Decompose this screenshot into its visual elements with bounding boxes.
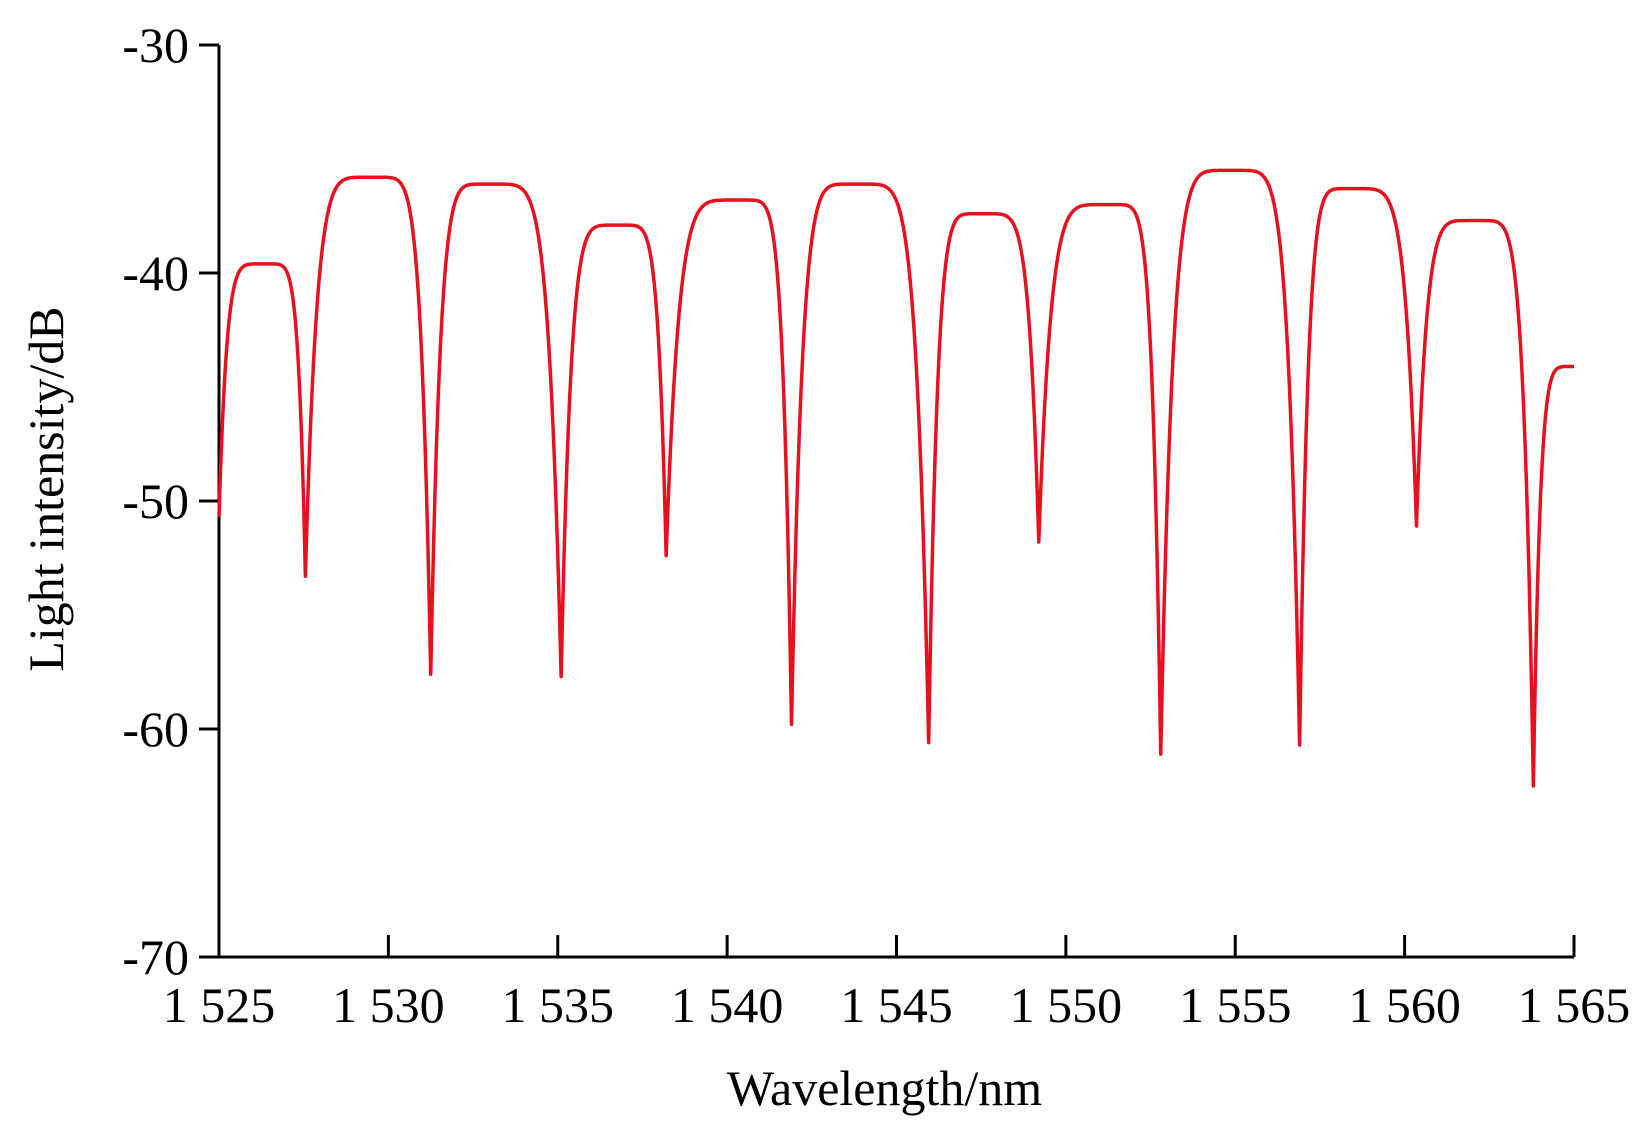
- x-tick-label: 1 530: [332, 977, 445, 1033]
- y-axis-ticks: -70 -60 -50 -40 -30: [122, 17, 219, 985]
- y-tick-label: -40: [122, 245, 189, 301]
- y-tick-label: -50: [122, 473, 189, 529]
- x-tick-label: 1 540: [671, 977, 784, 1033]
- x-tick-label: 1 555: [1179, 977, 1292, 1033]
- y-axis-title: Light intensity/dB: [18, 306, 74, 671]
- series-line: [217, 168, 1575, 788]
- y-tick-label: -70: [122, 929, 189, 985]
- x-tick-label: 1 525: [163, 977, 276, 1033]
- y-tick-label: -30: [122, 17, 189, 73]
- x-tick-label: 1 550: [1010, 977, 1123, 1033]
- x-tick-label: 1 560: [1348, 977, 1461, 1033]
- y-tick-label: -60: [122, 701, 189, 757]
- x-tick-label: 1 565: [1518, 977, 1631, 1033]
- x-axis-ticks: 1 525 1 530 1 535 1 540 1 545 1 550 1 555 1 560…: [163, 935, 1631, 1033]
- x-tick-label: 1 535: [502, 977, 615, 1033]
- x-axis-title: Wavelength/nm: [727, 1060, 1042, 1116]
- x-tick-label: 1 545: [840, 977, 953, 1033]
